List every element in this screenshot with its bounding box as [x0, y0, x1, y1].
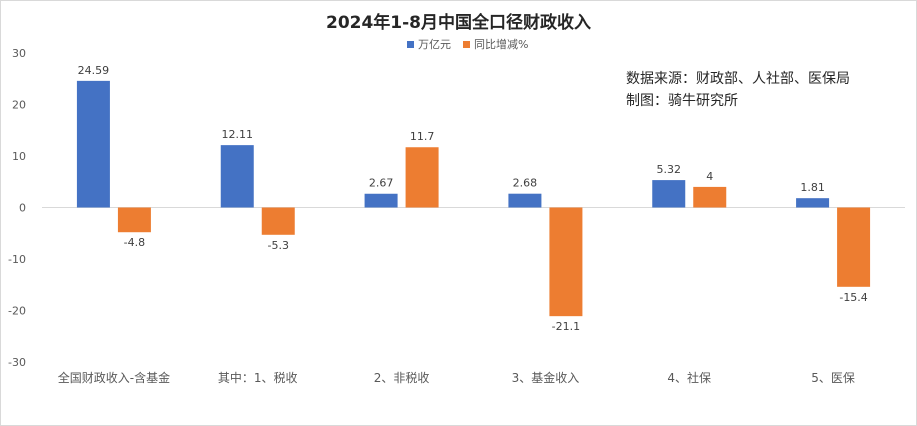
- y-tick-label: 10: [12, 150, 26, 163]
- bar-series-2: [117, 207, 151, 233]
- bar-series-2: [837, 207, 871, 287]
- y-tick-label: 20: [12, 99, 26, 112]
- bar-series-1: [220, 145, 254, 208]
- data-label-series-1: 12.11: [222, 128, 254, 141]
- category-label: 5、医保: [811, 371, 855, 385]
- bar-series-1: [76, 80, 110, 208]
- category-label: 2、非税收: [374, 371, 430, 385]
- legend: 万亿元 同比增减%: [407, 36, 540, 52]
- category-label: 3、基金收入: [512, 370, 580, 385]
- credit-note: 制图：骑牛研究所: [626, 93, 738, 109]
- y-tick-label: 30: [12, 47, 26, 60]
- legend-label-series-1: 万亿元: [418, 38, 451, 51]
- category-label: 其中：1、税收: [218, 370, 298, 385]
- data-label-series-1: 1.81: [800, 181, 825, 194]
- y-tick-label: -20: [8, 305, 26, 318]
- y-tick-label: -30: [8, 356, 26, 369]
- data-label-series-2: -4.8: [124, 236, 145, 249]
- chart-title: 2024年1-8月中国全口径财政收入: [325, 13, 592, 33]
- data-label-series-1: 5.32: [657, 163, 682, 176]
- category-label: 全国财政收入-含基金: [58, 370, 170, 385]
- data-label-series-2: -5.3: [268, 239, 289, 252]
- bar-series-2: [693, 186, 727, 208]
- y-tick-label: -10: [8, 253, 26, 266]
- legend-swatch-series-1: [407, 40, 414, 48]
- data-label-series-1: 2.67: [369, 177, 394, 190]
- y-tick-label: 0: [19, 202, 26, 215]
- data-label-series-1: 24.59: [78, 64, 110, 77]
- legend-item-series-1: 万亿元: [407, 36, 451, 52]
- bar-series-2: [549, 207, 583, 317]
- category-label: 4、社保: [667, 370, 711, 385]
- bar-series-1: [796, 198, 830, 208]
- data-label-series-2: -15.4: [839, 291, 867, 304]
- data-label-series-1: 2.68: [513, 177, 538, 190]
- legend-swatch-series-2: [463, 40, 470, 48]
- bar-series-1: [364, 193, 398, 208]
- bar-series-2: [261, 207, 295, 235]
- bar-series-1: [508, 193, 542, 208]
- data-label-series-2: 11.7: [410, 130, 435, 143]
- source-note: 数据来源：财政部、人社部、医保局: [626, 71, 850, 87]
- data-label-series-2: 4: [706, 170, 713, 183]
- bar-series-1: [652, 180, 686, 208]
- data-label-series-2: -21.1: [552, 320, 580, 333]
- bar-series-2: [405, 147, 439, 208]
- legend-label-series-2: 同比增减%: [474, 38, 529, 51]
- legend-item-series-2: 同比增减%: [463, 36, 528, 52]
